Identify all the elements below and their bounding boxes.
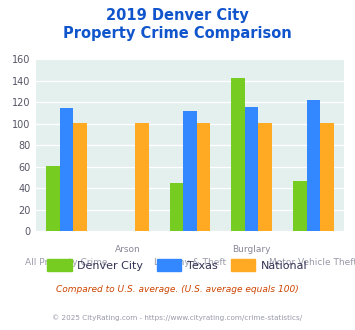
Bar (170, 183, 183, 231)
Bar (307, 100, 320, 231)
Bar (293, 181, 307, 231)
Bar (73, 123, 87, 231)
Bar (258, 123, 272, 231)
Text: All Property Crime: All Property Crime (25, 258, 108, 267)
Text: Property Crime Comparison: Property Crime Comparison (63, 26, 292, 41)
Bar (60, 108, 73, 231)
Bar (135, 123, 148, 231)
Bar (320, 123, 334, 231)
Bar (46, 166, 60, 231)
Bar (183, 111, 197, 231)
Text: Larceny & Theft: Larceny & Theft (154, 258, 226, 267)
Text: Compared to U.S. average. (U.S. average equals 100): Compared to U.S. average. (U.S. average … (56, 285, 299, 294)
Bar (245, 107, 258, 231)
Bar (231, 78, 245, 231)
Text: Burglary: Burglary (233, 245, 271, 254)
Text: © 2025 CityRating.com - https://www.cityrating.com/crime-statistics/: © 2025 CityRating.com - https://www.city… (53, 314, 302, 321)
Text: Arson: Arson (115, 245, 141, 254)
Bar (197, 123, 210, 231)
Text: 2019 Denver City: 2019 Denver City (106, 8, 249, 23)
Text: Motor Vehicle Theft: Motor Vehicle Theft (269, 258, 355, 267)
Legend: Denver City, Texas, National: Denver City, Texas, National (43, 255, 312, 275)
